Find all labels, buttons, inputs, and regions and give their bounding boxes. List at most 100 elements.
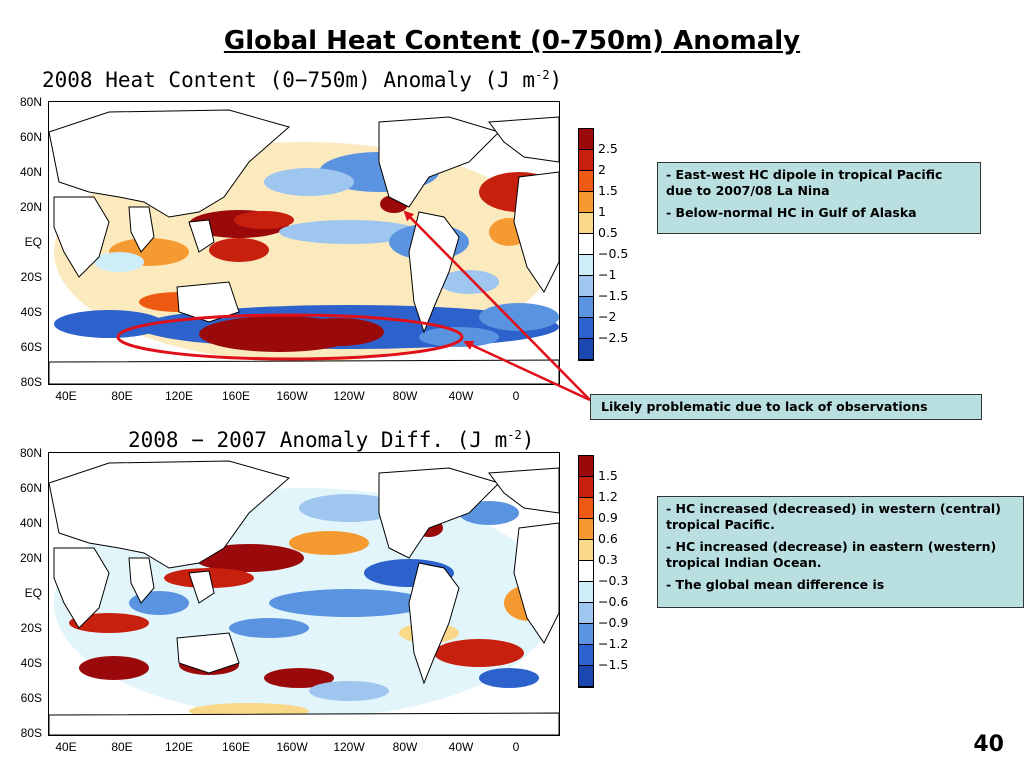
bottom-lat-tick: 40N [19, 516, 42, 530]
observations-callout: Likely problematic due to lack of observ… [590, 394, 982, 420]
colorbar-label: 2 [598, 162, 606, 177]
top-lon-tick: 0 [512, 389, 520, 403]
colorbar-swatch [579, 540, 593, 561]
bottom-lon-tick: 40E [55, 740, 77, 754]
colorbar-label: 1.5 [598, 183, 618, 198]
colorbar-swatch [579, 129, 593, 150]
bottom-note-item: - HC increased (decrease) in eastern (we… [666, 539, 997, 570]
top-map-title-suffix: ) [549, 68, 563, 92]
colorbar-swatch [579, 339, 593, 360]
colorbar-label: 1.2 [598, 489, 618, 504]
bottom-lon-tick: 120W [333, 740, 365, 754]
top-lat-tick: 80N [19, 95, 42, 109]
colorbar-swatch [579, 498, 593, 519]
colorbar-swatch [579, 255, 593, 276]
colorbar-label: −0.3 [598, 573, 629, 588]
bottom-diff-map [48, 452, 560, 736]
colorbar-swatch [579, 150, 593, 171]
bottom-map-coastlines [49, 460, 559, 735]
colorbar-label: −0.6 [598, 594, 629, 609]
top-lon-tick: 80W [392, 389, 418, 403]
top-map-title-text: 2008 Heat Content (0−750m) Anomaly (J m [42, 68, 536, 92]
top-lon-tick: 120W [333, 389, 365, 403]
bottom-lat-tick: 60N [19, 481, 42, 495]
page-number: 40 [973, 732, 1004, 757]
top-note-item: - Below-normal HC in Gulf of Alaska [666, 205, 917, 220]
bottom-map-title-text: 2008 − 2007 Anomaly Diff. (J m [128, 428, 508, 452]
bottom-lon-tick: 0 [512, 740, 520, 754]
top-lat-tick: 20S [20, 270, 42, 284]
top-lon-tick: 160E [221, 389, 251, 403]
bottom-lon-tick: 40W [448, 740, 474, 754]
colorbar-swatch [579, 318, 593, 339]
top-lon-tick: 40W [448, 389, 474, 403]
colorbar-swatch [579, 213, 593, 234]
colorbar-label: 0.5 [598, 225, 618, 240]
colorbar-label: −1.5 [598, 657, 629, 672]
colorbar-label: −1.5 [598, 288, 629, 303]
bottom-map-field [49, 460, 559, 735]
colorbar-label: 1.5 [598, 468, 618, 483]
colorbar-swatch [579, 519, 593, 540]
top-lon-tick: 80E [111, 389, 133, 403]
bottom-lat-tick: 80N [19, 446, 42, 460]
top-map-field [49, 109, 559, 384]
colorbar-label: 1 [598, 204, 606, 219]
top-lat-tick: 80S [20, 375, 42, 389]
colorbar-swatch [579, 666, 593, 687]
colorbar-swatch [579, 561, 593, 582]
bottom-lat-tick: EQ [24, 586, 42, 600]
top-lat-tick: 40N [19, 165, 42, 179]
bottom-map-title-suffix: ) [521, 428, 535, 452]
top-note-item: - East-west HC dipole in tropical Pacifi… [666, 167, 943, 198]
bottom-lat-tick: 80S [20, 726, 42, 740]
colorbar-swatch [579, 477, 593, 498]
colorbar-swatch [579, 192, 593, 213]
bottom-lon-tick: 160W [276, 740, 308, 754]
bottom-lat-tick: 20N [19, 551, 42, 565]
colorbar-swatch [579, 276, 593, 297]
top-lon-tick: 40E [55, 389, 77, 403]
bottom-lat-tick: 20S [20, 621, 42, 635]
colorbar-swatch [579, 297, 593, 318]
colorbar-label: −0.5 [598, 246, 629, 261]
colorbar-label: −2.5 [598, 330, 629, 345]
bottom-lon-tick: 80W [392, 740, 418, 754]
bottom-lon-tick: 80E [111, 740, 133, 754]
colorbar-label: −1.2 [598, 636, 629, 651]
bottom-map-colorbar [578, 455, 594, 688]
bottom-lat-tick: 40S [20, 656, 42, 670]
top-lat-tick: 60S [20, 340, 42, 354]
top-map-title-sup: -2 [535, 68, 550, 82]
top-lat-tick: 20N [19, 200, 42, 214]
colorbar-label: −1 [598, 267, 617, 282]
bottom-lon-tick: 160E [221, 740, 251, 754]
top-lon-tick: 120E [164, 389, 194, 403]
colorbar-label: −2 [598, 309, 617, 324]
bottom-lat-tick: 60S [20, 691, 42, 705]
top-notes-box: - East-west HC dipole in tropical Pacifi… [657, 162, 981, 234]
top-lat-tick: EQ [24, 235, 42, 249]
bottom-map-title: 2008 − 2007 Anomaly Diff. (J m-2) [128, 428, 534, 452]
colorbar-label: 0.6 [598, 531, 618, 546]
bottom-note-item: - The global mean difference is [666, 577, 885, 592]
top-lon-tick: 160W [276, 389, 308, 403]
bottom-notes-box: - HC increased (decreased) in western (c… [657, 496, 1024, 608]
slide-title: Global Heat Content (0-750m) Anomaly [223, 26, 801, 56]
colorbar-swatch [579, 624, 593, 645]
top-lat-tick: 60N [19, 130, 42, 144]
bottom-lon-tick: 120E [164, 740, 194, 754]
colorbar-swatch [579, 456, 593, 477]
bottom-note-item: - HC increased (decreased) in western (c… [666, 501, 1001, 532]
colorbar-swatch [579, 171, 593, 192]
colorbar-swatch [579, 582, 593, 603]
colorbar-swatch [579, 645, 593, 666]
colorbar-label: 0.3 [598, 552, 618, 567]
colorbar-label: −0.9 [598, 615, 629, 630]
top-lat-tick: 40S [20, 305, 42, 319]
bottom-map-title-sup: -2 [507, 428, 522, 442]
colorbar-swatch [579, 234, 593, 255]
colorbar-label: 0.9 [598, 510, 618, 525]
top-heat-content-map [48, 101, 560, 385]
top-map-title: 2008 Heat Content (0−750m) Anomaly (J m-… [42, 68, 562, 92]
